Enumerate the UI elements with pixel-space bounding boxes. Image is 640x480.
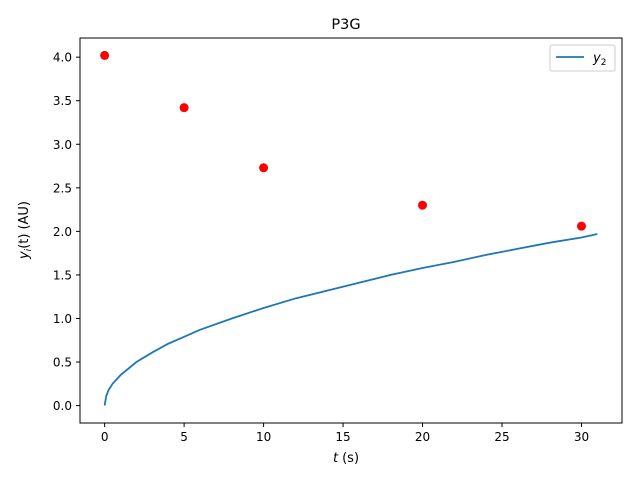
y-tick-label: 1.5 — [53, 268, 72, 282]
y-tick-label: 0.0 — [53, 399, 72, 413]
scatter-point — [179, 103, 189, 113]
series-line-0 — [103, 233, 598, 406]
x-tick-label: 10 — [256, 430, 271, 444]
y-tick-label: 3.0 — [53, 138, 72, 152]
legend: y2 — [549, 44, 616, 72]
x-axis-label-unit: (s) — [342, 451, 359, 466]
plot-marks — [100, 50, 598, 406]
y-tick-label: 3.5 — [53, 94, 72, 108]
legend-entry-subscript: 2 — [601, 58, 607, 68]
scatter-point — [100, 50, 110, 60]
y-axis-label-subscript: i — [24, 248, 34, 251]
x-tick-label: 20 — [415, 430, 430, 444]
x-tick-label: 25 — [494, 430, 509, 444]
legend-entry-label: y2 — [592, 51, 606, 68]
y-axis-label: yi(t) (AU) — [17, 201, 34, 260]
legend-entry-variable: y — [592, 51, 601, 66]
y-axis-ticks: 0.0 0.5 1.0 1.5 2.0 2.5 3.0 3.5 4.0 — [53, 51, 80, 413]
y-axis-label-variable: y — [17, 251, 32, 260]
y-axis-label-argument: (t) — [17, 234, 32, 249]
y-tick-label: 0.5 — [53, 356, 72, 370]
x-tick-label: 15 — [335, 430, 350, 444]
legend-box — [549, 44, 616, 72]
scatter-point — [418, 200, 428, 210]
y-tick-label: 2.5 — [53, 181, 72, 195]
x-axis-ticks: 0 5 10 15 20 25 30 — [101, 423, 589, 444]
plot-frame — [79, 37, 623, 424]
x-tick-label: 30 — [574, 430, 589, 444]
y-tick-label: 2.0 — [53, 225, 72, 239]
chart-title: P3G — [331, 17, 360, 33]
scatter-point — [259, 163, 269, 173]
scatter-point — [576, 221, 586, 231]
x-tick-label: 5 — [180, 430, 188, 444]
y-tick-label: 4.0 — [53, 51, 72, 65]
x-axis-label-variable: t — [333, 451, 339, 466]
y-axis-label-unit: (AU) — [17, 201, 32, 230]
y-tick-label: 1.0 — [53, 312, 72, 326]
x-tick-label: 0 — [101, 430, 109, 444]
x-axis-label: t (s) — [333, 451, 359, 466]
